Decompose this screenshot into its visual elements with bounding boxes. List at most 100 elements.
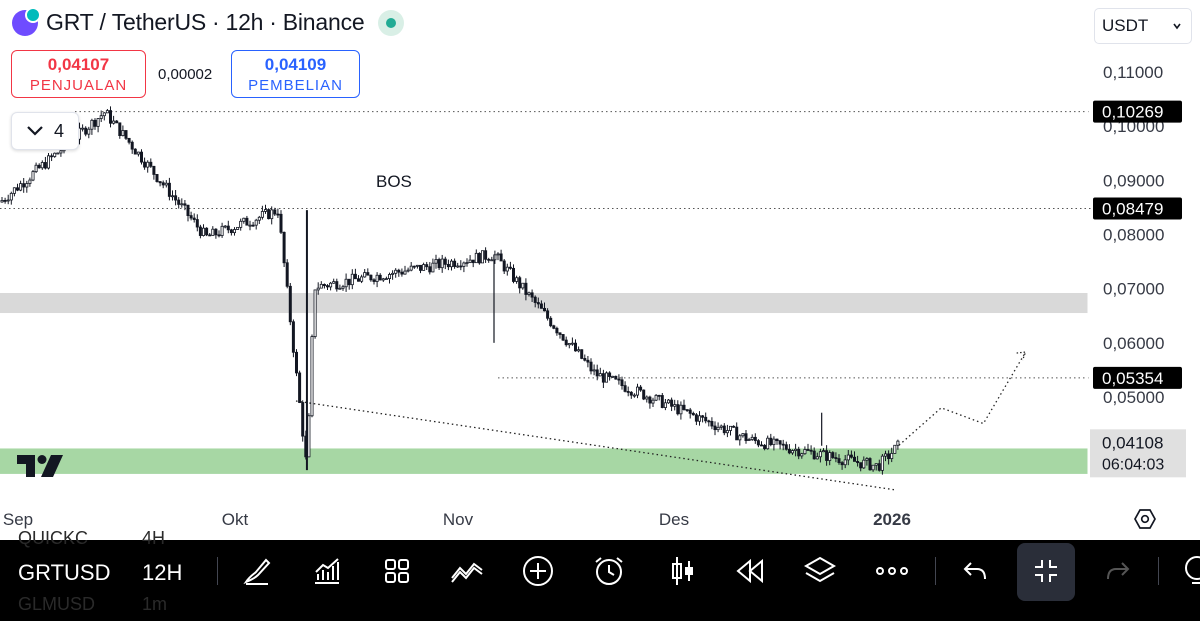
redo-icon[interactable] bbox=[1101, 554, 1135, 588]
candle-down bbox=[691, 412, 695, 416]
collapse-icon[interactable] bbox=[1029, 554, 1063, 588]
candle-up bbox=[263, 209, 267, 212]
interval-name: 12h bbox=[225, 9, 264, 35]
candle-up bbox=[316, 287, 320, 291]
candle-up bbox=[350, 273, 354, 286]
candle-down bbox=[3, 199, 7, 202]
sell-price: 0,04107 bbox=[47, 55, 110, 74]
candle-up bbox=[28, 179, 32, 184]
grid-icon[interactable] bbox=[380, 554, 414, 588]
candle-up bbox=[880, 455, 884, 471]
indicator-count: 4 bbox=[53, 120, 64, 141]
candle-down bbox=[744, 433, 748, 441]
candle-down bbox=[564, 339, 568, 346]
candle-up bbox=[136, 151, 140, 155]
drawings-icon[interactable] bbox=[450, 554, 484, 588]
candle-down bbox=[524, 282, 528, 295]
symbol-header[interactable]: GRT / TetherUS · 12h · Binance bbox=[12, 6, 405, 36]
ghost-symbol-below: GLMUSD bbox=[18, 594, 96, 614]
candle-down bbox=[155, 174, 159, 182]
candle-down bbox=[595, 369, 599, 377]
candle-down bbox=[285, 262, 289, 287]
separator-slash: / bbox=[99, 9, 106, 35]
candle-up bbox=[468, 259, 472, 263]
candles-icon[interactable] bbox=[666, 554, 700, 588]
candle-down bbox=[15, 187, 19, 191]
candle-down bbox=[543, 307, 547, 312]
candle-down bbox=[536, 302, 540, 305]
candle-down bbox=[763, 444, 767, 450]
candle-down bbox=[453, 260, 457, 267]
candle-down bbox=[37, 164, 41, 169]
replay-icon[interactable] bbox=[733, 554, 767, 588]
active-tool-highlight bbox=[1017, 543, 1075, 601]
candle-down bbox=[781, 443, 785, 446]
buy-button[interactable]: 0,04109 PEMBELIAN bbox=[231, 50, 360, 98]
candle-down bbox=[713, 425, 717, 431]
candle-up bbox=[636, 386, 640, 396]
indicators-icon[interactable] bbox=[310, 554, 344, 588]
candle-up bbox=[791, 450, 795, 454]
candle-down bbox=[586, 359, 590, 363]
candle-up bbox=[332, 281, 336, 284]
price-level-tag-text: 0,05354 bbox=[1102, 369, 1163, 388]
bos-annotation[interactable]: BOS bbox=[376, 172, 412, 191]
sell-button[interactable]: 0,04107 PENJUALAN bbox=[11, 50, 146, 98]
x-tick-label: 2026 bbox=[873, 510, 911, 529]
candle-down bbox=[722, 425, 726, 434]
candle-up bbox=[257, 216, 261, 221]
brush-icon[interactable] bbox=[240, 554, 274, 588]
candle-down bbox=[397, 269, 401, 273]
candle-up bbox=[449, 260, 453, 268]
indicators-toggle[interactable]: 4 bbox=[11, 112, 79, 150]
candle-up bbox=[822, 450, 826, 453]
candle-up bbox=[375, 274, 379, 282]
layers-icon[interactable] bbox=[803, 554, 837, 588]
undo-icon[interactable] bbox=[958, 554, 992, 588]
add-icon[interactable] bbox=[521, 554, 555, 588]
candle-up bbox=[220, 225, 224, 236]
candle-up bbox=[9, 192, 13, 201]
candle-up bbox=[387, 274, 391, 279]
candle-up bbox=[394, 269, 398, 274]
candle-up bbox=[673, 404, 677, 407]
candle-down bbox=[812, 450, 816, 460]
candle-up bbox=[384, 278, 388, 280]
candle-up bbox=[741, 433, 745, 437]
candle-up bbox=[146, 161, 150, 168]
candle-down bbox=[158, 181, 162, 184]
candle-down bbox=[825, 450, 829, 461]
candle-up bbox=[415, 264, 419, 267]
candle-down bbox=[487, 258, 491, 261]
price-chart[interactable]: 0,110000,100000,090000,080000,070000,060… bbox=[0, 0, 1200, 540]
candle-down bbox=[583, 358, 587, 361]
candle-up bbox=[515, 277, 519, 282]
candle-up bbox=[480, 250, 484, 264]
chart-settings-icon[interactable] bbox=[1134, 508, 1156, 530]
candle-up bbox=[846, 454, 850, 461]
idea-icon[interactable] bbox=[1180, 554, 1200, 588]
candle-down bbox=[177, 199, 181, 205]
candle-up bbox=[611, 375, 615, 378]
candle-up bbox=[363, 272, 367, 278]
candle-up bbox=[663, 402, 667, 408]
interval-selector[interactable]: 12H bbox=[142, 560, 183, 585]
candle-down bbox=[152, 165, 156, 175]
candle-up bbox=[896, 440, 900, 446]
alarm-icon[interactable] bbox=[592, 554, 626, 588]
candle-down bbox=[614, 375, 618, 380]
candle-up bbox=[462, 262, 466, 267]
candle-down bbox=[267, 209, 271, 220]
candle-up bbox=[310, 336, 314, 417]
symbol-selector[interactable]: GRTUSD bbox=[18, 560, 111, 585]
candle-down bbox=[335, 281, 339, 290]
price-level-tag bbox=[1093, 100, 1182, 123]
candle-down bbox=[831, 452, 835, 458]
candle-down bbox=[797, 448, 801, 457]
candle-up bbox=[121, 130, 125, 137]
currency-select[interactable]: USDT bbox=[1094, 8, 1192, 44]
candle-up bbox=[319, 283, 323, 289]
candle-up bbox=[719, 425, 723, 428]
candle-down bbox=[809, 449, 813, 452]
more-icon[interactable] bbox=[875, 554, 909, 588]
